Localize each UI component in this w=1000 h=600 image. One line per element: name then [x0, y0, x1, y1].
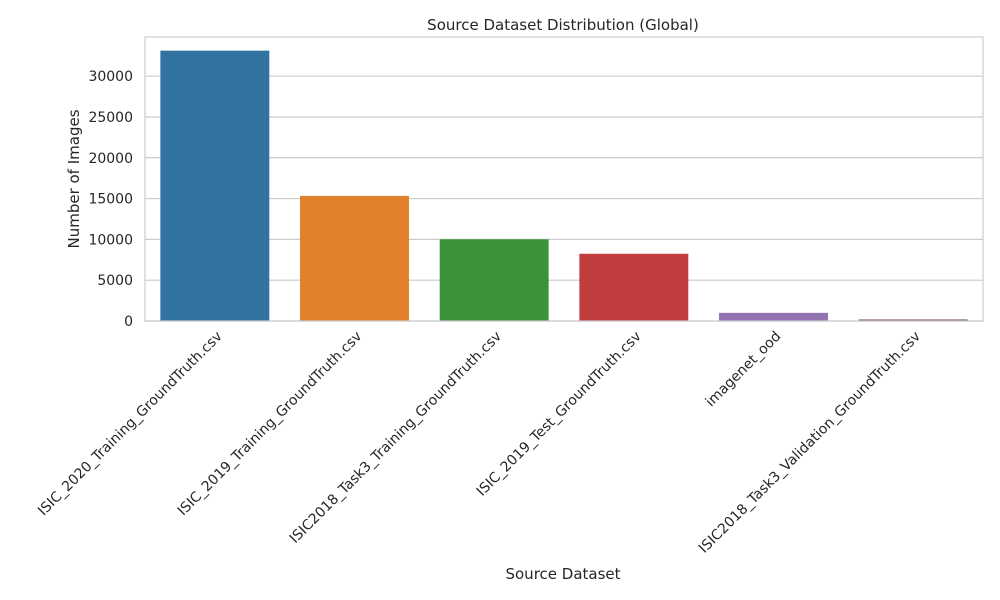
- plot-frame: [144, 36, 984, 322]
- x-tick-label: imagenet_ood: [703, 329, 785, 411]
- grid-lines: [145, 75, 983, 322]
- y-tick-label: 5000: [97, 273, 133, 289]
- y-tick-label: 10000: [88, 232, 133, 248]
- chart-title: Source Dataset Distribution (Global): [427, 16, 699, 34]
- x-axis-title: Source Dataset: [505, 565, 620, 583]
- bar-5: [858, 319, 968, 321]
- y-axis-title: Number of Images: [65, 109, 83, 248]
- x-tick-label: ISIC_2019_Test_GroundTruth.csv: [474, 329, 645, 500]
- y-tick-label: 20000: [88, 151, 133, 167]
- bar-1: [300, 195, 409, 321]
- x-tick-label: ISIC2018_Task3_Training_GroundTruth.csv: [287, 329, 505, 547]
- x-tick-label: ISIC2018_Task3_Validation_GroundTruth.cs…: [696, 329, 924, 557]
- y-tick-label: 0: [124, 314, 133, 330]
- y-tick-labels: 0 5000 10000 15000 20000 25000 30000: [88, 69, 133, 330]
- bars: [160, 50, 968, 322]
- bar-3: [579, 253, 689, 321]
- y-tick-label: 30000: [88, 69, 133, 85]
- y-tick-label: 25000: [88, 110, 133, 126]
- y-tick-label: 15000: [88, 192, 133, 208]
- x-tick-labels: ISIC_2020_Training_GroundTruth.csvISIC_2…: [35, 329, 924, 557]
- bar-4: [719, 312, 828, 321]
- bar-2: [439, 239, 549, 321]
- bar-0: [160, 50, 270, 322]
